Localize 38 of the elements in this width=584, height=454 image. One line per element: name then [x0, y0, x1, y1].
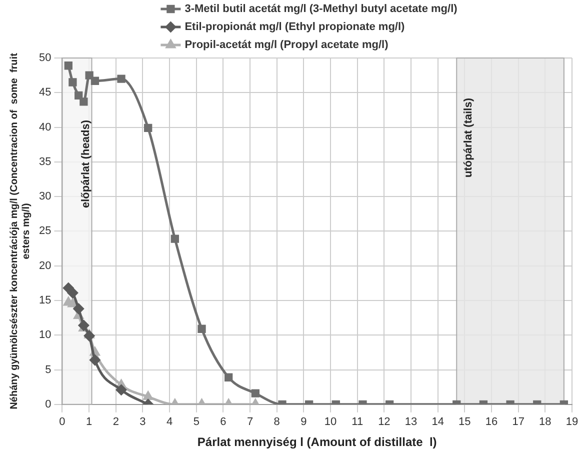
y-tick-label: 20 — [38, 260, 52, 272]
x-tick-label: 2 — [112, 416, 119, 428]
x-tick-label: 4 — [166, 416, 173, 428]
x-tick-label: 8 — [274, 416, 280, 428]
x-tick-label: 16 — [485, 416, 498, 428]
y-tick-label: 45 — [38, 86, 52, 99]
y-tick-label: 30 — [38, 190, 52, 203]
legend-label: Propil-acetát mg/l (Propyl acetate mg/l) — [184, 39, 389, 52]
x-tick-label: 5 — [193, 416, 200, 428]
y-axis-title: Néhány gyümölcsészter koncentrációja mg/l (Concentracion of some fruit esters mg/l) — [8, 52, 32, 410]
x-tick-label: 17 — [512, 416, 524, 428]
band-label: előpárlat (heads) — [80, 120, 92, 208]
x-tick-label: 10 — [324, 416, 337, 428]
y-tick-label: 40 — [38, 121, 52, 134]
y-tick-label: 0 — [45, 398, 52, 410]
legend-label: Etil-propionát mg/l (Ethyl propionate mg/l) — [184, 21, 406, 34]
x-tick-label: 3 — [140, 416, 146, 428]
x-tick-label: 19 — [566, 416, 578, 428]
legend-label: 3-Metil butil acetát mg/l (3-Methyl butyl acetate mg/l) — [184, 3, 458, 16]
y-tick-label: 50 — [38, 52, 52, 64]
x-tick-label: 9 — [300, 416, 307, 428]
x-tick-label: 13 — [404, 416, 418, 428]
band-label: utópárlat (tails) — [462, 98, 475, 178]
x-tick-label: 18 — [539, 416, 552, 428]
x-tick-label: 7 — [246, 416, 254, 428]
y-tick-label: 5 — [45, 364, 52, 376]
y-tick-label: 10 — [38, 329, 52, 342]
x-tick-label: 15 — [458, 416, 471, 428]
x-tick-label: 6 — [220, 416, 226, 428]
x-tick-label: 11 — [352, 416, 364, 428]
x-tick-label: 1 — [86, 416, 92, 428]
x-tick-label: 0 — [59, 416, 66, 428]
x-tick-label: 14 — [432, 416, 444, 428]
y-tick-label: 35 — [38, 156, 52, 168]
y-tick-label: 15 — [38, 294, 52, 307]
y-tick-label: 25 — [38, 225, 52, 238]
x-tick-label: 12 — [378, 416, 390, 428]
x-axis-title: Párlat mennyiség l (Amount of distillate l) — [197, 435, 437, 450]
